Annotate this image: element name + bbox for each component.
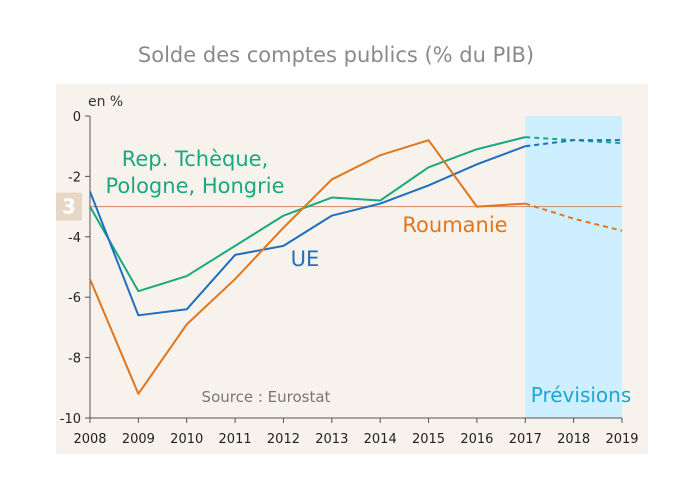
x-tick-label: 2014 xyxy=(364,432,397,447)
y-tick-label: 0 xyxy=(73,110,81,125)
reference-badge xyxy=(56,192,82,221)
chart-title: Solde des comptes publics (% du PIB) xyxy=(138,43,534,67)
source-note: Source : Eurostat xyxy=(202,388,331,406)
y-tick-label: -4 xyxy=(68,231,81,246)
x-tick-label: 2009 xyxy=(122,432,155,447)
x-tick-label: 2015 xyxy=(412,432,445,447)
x-tick-label: 2017 xyxy=(509,432,542,447)
series-line-roumanie xyxy=(89,139,526,395)
series-label-cpe-line1: Rep. Tchèque, xyxy=(122,147,269,171)
x-tick-label: 2019 xyxy=(605,432,638,447)
y-tick-label: -2 xyxy=(68,170,81,185)
reference-badge-label: 3 xyxy=(62,195,76,219)
y-ticks: 0 -2 -4 -6 -8 -10 xyxy=(60,110,90,427)
x-tick-label: 2012 xyxy=(267,432,300,447)
series-group xyxy=(89,136,623,395)
y-tick-label: -10 xyxy=(60,412,81,427)
y-tick-label: -6 xyxy=(68,291,81,306)
x-tick-label: 2008 xyxy=(73,432,106,447)
x-ticks: 2008 2009 2010 2011 2012 2013 2014 2015 2016 2017… xyxy=(73,418,639,447)
x-tick-label: 2013 xyxy=(315,432,348,447)
series-forecast-line-ue xyxy=(525,139,622,148)
forecast-band xyxy=(525,116,622,418)
y-axis-label: en % xyxy=(88,94,123,110)
series-label-roumanie: Roumanie xyxy=(402,213,507,237)
series-label-ue: UE xyxy=(291,247,320,271)
series-forecast-line-roumanie xyxy=(524,202,623,232)
x-tick-label: 2018 xyxy=(557,432,590,447)
series-label-cpe-line2: Pologne, Hongrie xyxy=(105,174,284,198)
x-tick-label: 2016 xyxy=(460,432,493,447)
series-line-rep-tch-que xyxy=(89,136,526,293)
x-tick-label: 2010 xyxy=(170,432,203,447)
x-tick-label: 2011 xyxy=(219,432,252,447)
y-tick-label: -8 xyxy=(68,352,81,367)
forecast-label: Prévisions xyxy=(531,383,632,407)
